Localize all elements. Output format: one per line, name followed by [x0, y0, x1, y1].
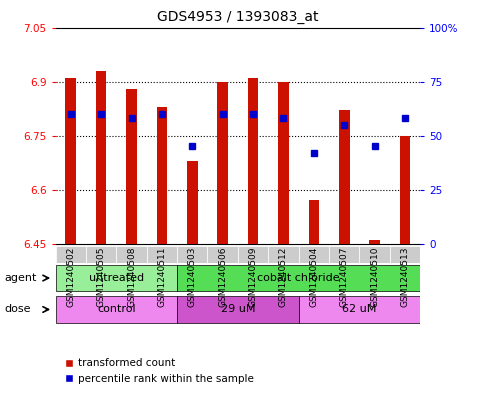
Legend: transformed count, percentile rank within the sample: transformed count, percentile rank withi… — [61, 354, 258, 388]
FancyBboxPatch shape — [86, 246, 116, 263]
FancyBboxPatch shape — [359, 246, 390, 263]
FancyBboxPatch shape — [147, 246, 177, 263]
FancyBboxPatch shape — [177, 296, 298, 323]
Title: GDS4953 / 1393083_at: GDS4953 / 1393083_at — [157, 10, 319, 24]
Bar — [248, 78, 258, 244]
FancyBboxPatch shape — [56, 296, 177, 323]
Text: GSM1240508: GSM1240508 — [127, 246, 136, 307]
Text: GSM1240502: GSM1240502 — [66, 246, 75, 307]
Text: GSM1240504: GSM1240504 — [309, 246, 318, 307]
Text: 62 uM: 62 uM — [342, 305, 377, 314]
Text: GSM1240510: GSM1240510 — [370, 246, 379, 307]
Bar — [400, 136, 411, 244]
Bar — [217, 81, 228, 244]
Bar — [65, 78, 76, 244]
Text: dose: dose — [5, 305, 31, 314]
Text: cobalt chloride: cobalt chloride — [257, 273, 340, 283]
Text: GSM1240511: GSM1240511 — [157, 246, 167, 307]
Bar — [278, 81, 289, 244]
Text: GSM1240509: GSM1240509 — [249, 246, 257, 307]
FancyBboxPatch shape — [177, 246, 208, 263]
Bar — [309, 200, 319, 244]
FancyBboxPatch shape — [177, 265, 420, 291]
FancyBboxPatch shape — [298, 296, 420, 323]
FancyBboxPatch shape — [208, 246, 238, 263]
FancyBboxPatch shape — [116, 246, 147, 263]
FancyBboxPatch shape — [268, 246, 298, 263]
Bar — [339, 110, 350, 244]
Text: untreated: untreated — [89, 273, 144, 283]
FancyBboxPatch shape — [390, 246, 420, 263]
Bar — [96, 71, 106, 244]
Bar — [156, 107, 167, 244]
Text: GSM1240507: GSM1240507 — [340, 246, 349, 307]
Text: control: control — [97, 305, 136, 314]
Text: GSM1240503: GSM1240503 — [188, 246, 197, 307]
Text: agent: agent — [5, 273, 37, 283]
FancyBboxPatch shape — [298, 246, 329, 263]
Text: GSM1240512: GSM1240512 — [279, 246, 288, 307]
Text: GSM1240513: GSM1240513 — [400, 246, 410, 307]
Text: 29 uM: 29 uM — [221, 305, 255, 314]
FancyBboxPatch shape — [56, 265, 177, 291]
FancyBboxPatch shape — [56, 246, 86, 263]
Bar — [369, 240, 380, 244]
FancyBboxPatch shape — [238, 246, 268, 263]
Bar — [126, 89, 137, 244]
Bar — [187, 161, 198, 244]
Text: GSM1240505: GSM1240505 — [97, 246, 106, 307]
Text: GSM1240506: GSM1240506 — [218, 246, 227, 307]
FancyBboxPatch shape — [329, 246, 359, 263]
